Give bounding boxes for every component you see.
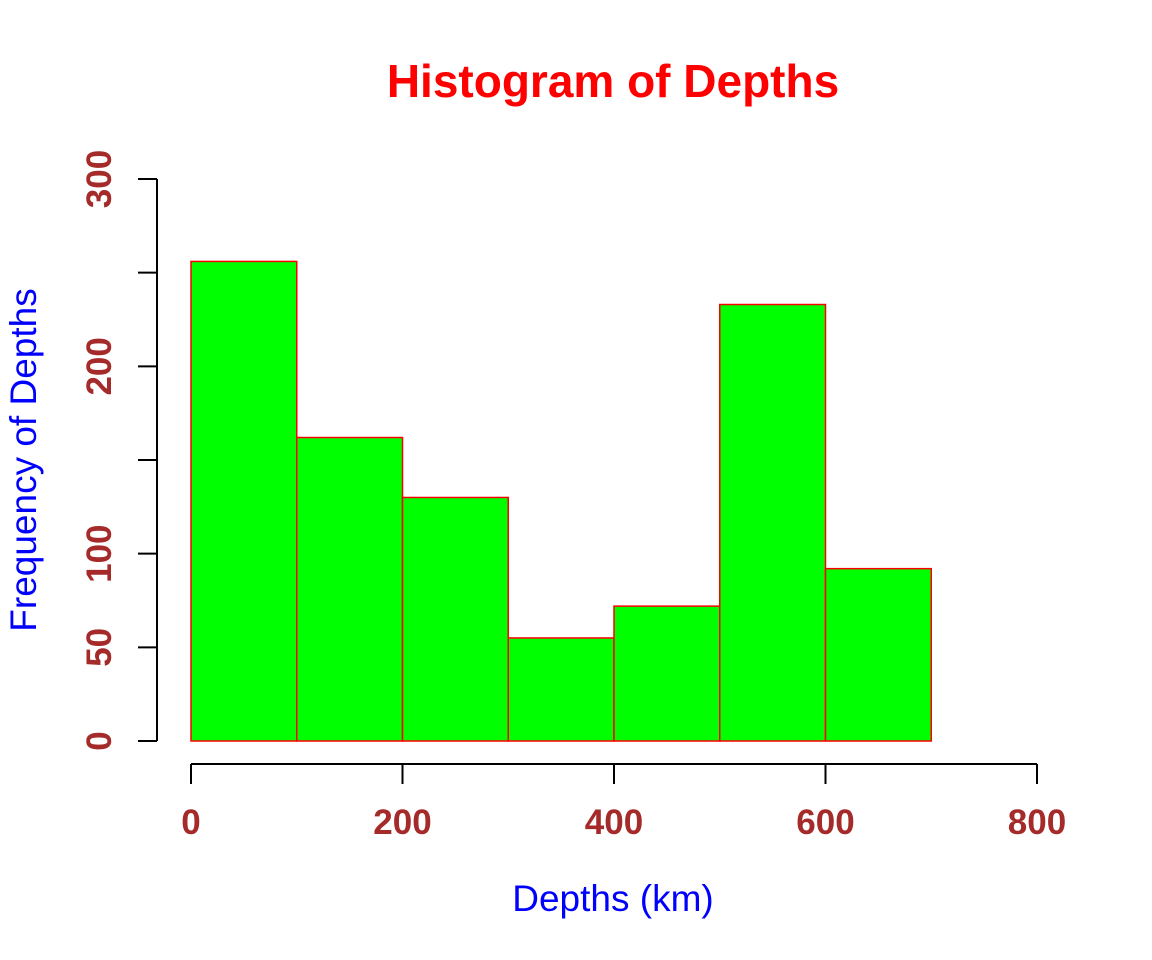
y-axis: 0 50 100 200 300 [80, 150, 158, 751]
y-tick-label-100: 100 [80, 524, 119, 582]
histogram-bar-5 [613, 605, 721, 742]
y-tick-label-300: 300 [80, 150, 119, 208]
histogram-bar-2 [296, 436, 404, 742]
x-tick-label-600: 600 [796, 803, 854, 842]
y-tick-label-0: 0 [80, 731, 119, 750]
y-axis-title: Frequency of Depths [3, 288, 44, 631]
histogram-bar-3 [401, 496, 509, 742]
x-axis-title: Depths (km) [512, 878, 713, 919]
chart-title: Histogram of Depths [387, 55, 839, 107]
histogram-bar-6 [719, 303, 827, 742]
bars-group [190, 260, 932, 742]
x-tick-label-0: 0 [181, 803, 200, 842]
y-tick-label-50: 50 [80, 628, 119, 667]
y-tick-label-200: 200 [80, 337, 119, 395]
x-tick-label-800: 800 [1008, 803, 1066, 842]
x-tick-label-200: 200 [373, 803, 431, 842]
x-tick-label-400: 400 [585, 803, 643, 842]
histogram-bar-7 [824, 567, 932, 742]
histogram-bar-4 [507, 637, 615, 742]
x-axis: 0 200 400 600 800 [181, 763, 1066, 842]
histogram-bar-1 [190, 260, 298, 742]
